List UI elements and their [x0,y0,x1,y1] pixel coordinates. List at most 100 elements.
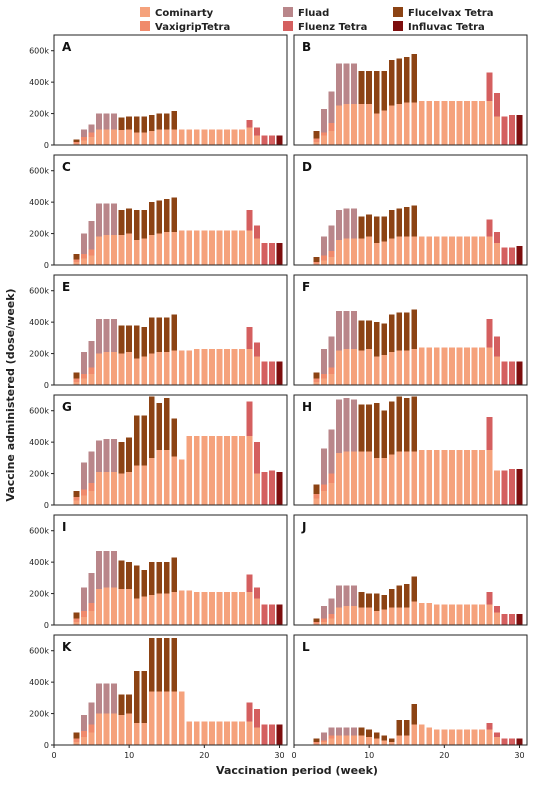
bar-c-w17-cominarty [178,230,185,265]
panel-f-frame [293,274,528,386]
y-tick-label: 400k [29,198,49,207]
panel-label: F [302,280,310,294]
bar-l-w6-cominarty [336,735,343,745]
bar-j-w3-flucelvax [313,618,320,622]
bar-a-w27-fluenz [254,127,260,136]
panel-label: E [62,280,70,294]
bar-l-w5-fluad [328,727,335,736]
panel-a: A 0 200k 400k 600k [29,34,288,150]
bar-j-w27-fluenz [494,606,500,613]
bar-i-w4-vaxigrip [81,610,87,618]
bar-j-w23-cominarty [463,604,470,625]
bar-b-w28-fluenz [501,116,508,145]
bar-e-w4-vaxigrip [81,374,87,379]
legend-item-fluenz: Fluenz Tetra [283,21,367,33]
bar-g-w16-flucelvax [171,418,178,457]
bar-i-w14-cominarty [156,593,163,625]
y-tick-label: 400k [29,318,49,327]
bar-l-w21-cominarty [448,729,455,745]
legend-label-vaxigrip: VaxigripTetra [155,22,230,33]
bar-e-w16-cominarty [171,350,178,385]
bar-l-w14-flucelvax [396,719,403,736]
bar-f-w11-flucelvax [373,322,380,357]
bar-d-w13-flucelvax [388,210,395,239]
bar-h-w27-cominarty [494,470,500,505]
bar-l-w9-flucelvax [358,727,365,736]
bar-h-w12-flucelvax [381,410,388,458]
panel-b: B [293,34,528,146]
bar-e-w14-cominarty [156,352,163,385]
bar-h-w9-flucelvax [358,404,365,452]
bar-l-w11-flucelvax [373,732,380,739]
bar-f-w24-cominarty [471,347,478,385]
bar-e-w19-cominarty [193,348,200,385]
bar-a-w25-cominarty [238,129,245,145]
bar-g-w11-cominarty [133,465,140,505]
bar-a-w18-cominarty [186,129,193,145]
bar-k-w6-cominarty [96,713,103,745]
bar-g-w4-cominarty [81,495,87,505]
bar-b-w9-flucelvax [358,71,365,105]
bar-c-w15-cominarty [163,232,170,265]
bar-j-w10-flucelvax [366,593,373,608]
bar-e-w30-influvac [276,361,283,385]
bar-l-w4-fluad [321,732,327,741]
panel-e-frame [53,274,288,386]
bar-b-w19-cominarty [433,101,440,145]
bar-a-w9-cominarty [118,130,125,145]
bar-l-w13-flucelvax [388,738,395,742]
bar-b-w7-cominarty [343,104,350,145]
bar-c-w13-flucelvax [148,202,155,236]
bar-f-w25-cominarty [478,347,485,385]
bar-f-w17-cominarty [418,347,425,385]
bar-a-w3-vaxigrip [73,141,80,144]
bar-a-w3-cominarty [73,143,80,145]
bar-a-w16-cominarty [171,129,178,145]
panel-d-bars [313,205,523,265]
bar-c-w27-cominarty [254,238,260,265]
bar-h-w10-cominarty [366,451,373,505]
panel-d-frame [293,154,528,266]
bar-a-w13-cominarty [148,130,155,145]
bar-h-w29-fluenz [509,468,515,505]
bar-c-w9-cominarty [118,235,125,265]
bar-k-w10-flucelvax [126,694,133,714]
bar-h-w16-flucelvax [411,396,418,452]
bar-b-w26-fluenz [486,72,493,101]
bar-a-w19-cominarty [193,129,200,145]
y-tick-label: 400k [29,78,49,87]
bar-d-w9-cominarty [358,238,365,265]
bar-f-w16-flucelvax [411,309,418,349]
bar-b-w16-cominarty [411,102,418,145]
bar-d-w14-flucelvax [396,208,403,237]
bar-i-w3-flucelvax [73,612,80,619]
bar-h-w3-cominarty [313,498,320,505]
x-tick-label: 0 [291,751,296,760]
panel-i-frame [53,514,288,626]
bar-c-w8-fluad [111,203,118,236]
legend-swatch-cominarty [140,7,150,17]
bar-a-w11-cominarty [133,132,140,145]
y-tick-label: 600k [29,407,49,416]
bar-k-w26-cominarty [246,721,253,745]
bar-f-w3-vaxigrip [313,378,320,382]
bar-a-w11-flucelvax [133,116,140,133]
bar-j-w22-cominarty [456,604,463,625]
bar-b-w14-cominarty [396,104,403,145]
bar-g-w9-flucelvax [118,442,125,474]
panel-e: E 0 200k 400k 600k [29,274,288,390]
bar-l-w29-fluenz [509,738,515,745]
bar-l-w13-cominarty [388,741,395,745]
bar-j-w28-fluenz [501,614,508,625]
bar-d-w5-vaxigrip [328,250,335,258]
legend-swatch-vaxigrip [140,21,150,31]
bar-k-w9-cominarty [118,715,125,745]
bar-d-w27-fluenz [494,232,500,243]
bar-g-w26-fluenz [246,401,253,436]
x-tick-label: 0 [51,751,56,760]
bar-e-w18-cominarty [186,350,193,385]
legend-item-influvac: Influvac Tetra [393,21,485,33]
bar-d-w22-cominarty [456,236,463,265]
bar-d-w29-fluenz [509,247,515,265]
bar-g-w28-fluenz [261,472,268,505]
